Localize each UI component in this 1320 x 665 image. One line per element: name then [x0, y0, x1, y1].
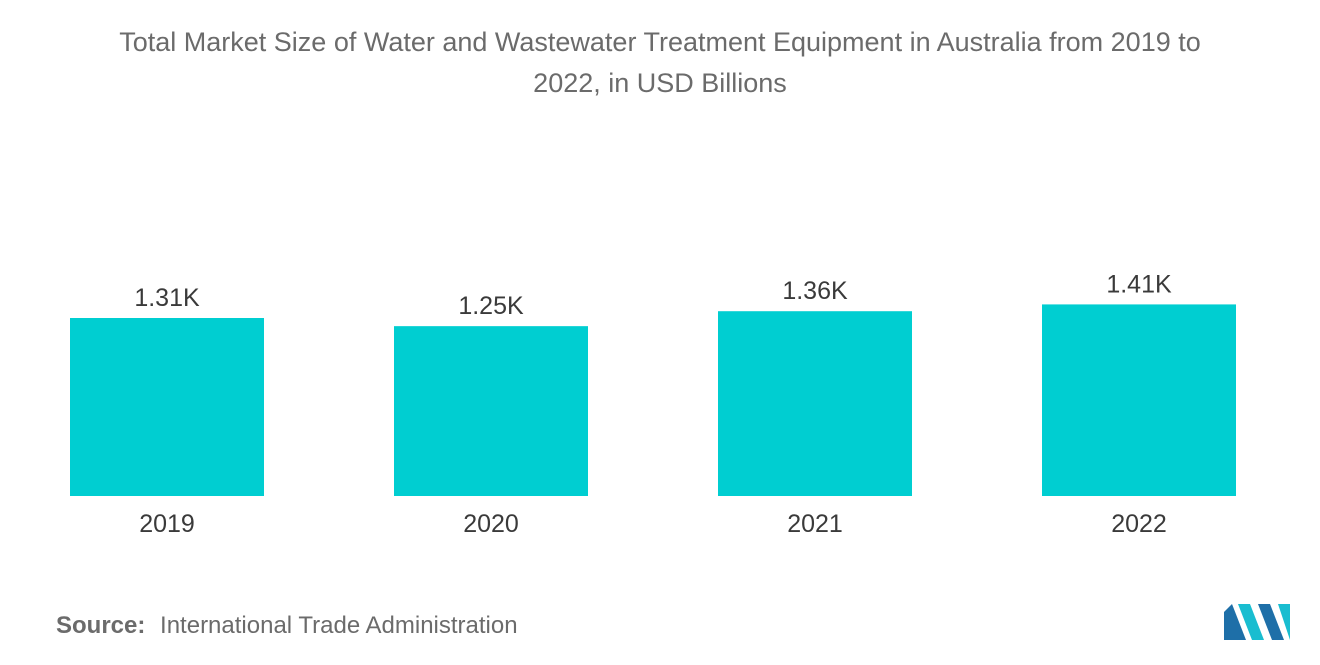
x-tick-label-2020: 2020	[463, 510, 519, 538]
bar-value-label-2019: 1.31K	[134, 284, 200, 312]
x-tick-label-2021: 2021	[787, 510, 843, 538]
source-text: International Trade Administration	[160, 612, 518, 639]
bar-value-label-2020: 1.25K	[458, 292, 524, 320]
x-tick-label-2019: 2019	[139, 510, 195, 538]
mordor-intelligence-logo	[1224, 604, 1290, 640]
bar-2021	[718, 311, 912, 496]
x-axis-ticks: 2019 2020 2021 2022	[139, 510, 1167, 538]
bar-value-label-2021: 1.36K	[782, 277, 848, 305]
value-labels-group: 1.31K 1.25K 1.36K 1.41K	[134, 270, 1172, 320]
bars-group	[70, 304, 1236, 496]
bar-2020	[394, 326, 588, 496]
bar-chart: 1.31K 1.25K 1.36K 1.41K 2019 2020 2021 2022	[70, 270, 1236, 538]
x-tick-label-2022: 2022	[1111, 510, 1167, 538]
chart-title-line-1: Total Market Size of Water and Wastewate…	[119, 27, 1201, 57]
bar-2022	[1042, 304, 1236, 496]
bar-value-label-2022: 1.41K	[1106, 270, 1172, 298]
source-label: Source:	[56, 612, 146, 639]
source-note: Source: International Trade Administrati…	[56, 612, 518, 640]
bar-2019	[70, 318, 264, 496]
chart-title: Total Market Size of Water and Wastewate…	[0, 22, 1320, 104]
chart-title-line-2: 2022, in USD Billions	[533, 68, 787, 98]
